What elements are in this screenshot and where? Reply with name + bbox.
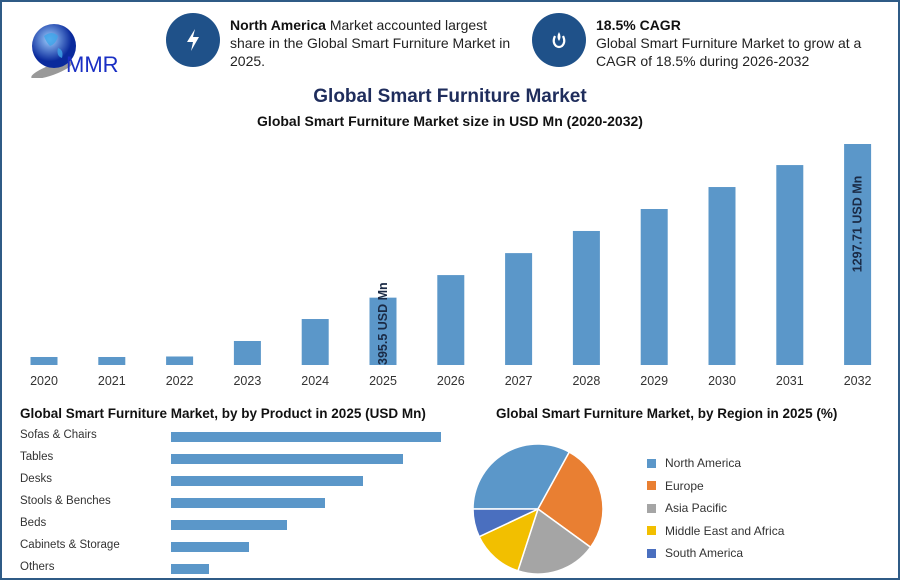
- legend-label: Europe: [665, 478, 704, 493]
- mmr-logo: MMR: [22, 18, 137, 79]
- x-tick-label: 2028: [572, 374, 600, 388]
- legend-swatch: [647, 458, 656, 468]
- pie-slice-asia-pacific: [516, 507, 592, 575]
- x-tick-label: 2025: [369, 374, 397, 388]
- product-label: Sofas & Chairs: [20, 429, 97, 441]
- data-label: 395.5 USD Mn: [376, 282, 390, 365]
- bar-2021: [98, 356, 126, 365]
- product-label: Tables: [20, 451, 54, 463]
- bar-2020: [30, 356, 58, 365]
- product-label: Stools & Benches: [20, 495, 111, 507]
- region-legend: North America Europe Asia Pacific Middle Ea…: [647, 452, 784, 565]
- product-bar: [171, 542, 250, 552]
- bar-2028: [572, 230, 600, 365]
- pie-slice-europe: [537, 451, 604, 549]
- x-tick-label: 2032: [844, 374, 872, 388]
- x-tick-label: 2026: [437, 374, 465, 388]
- bar-2026: [437, 275, 465, 365]
- region-chart-title: Global Smart Furniture Market, by Region…: [496, 406, 838, 421]
- logo-text: MMR: [66, 52, 119, 77]
- highlight-north-america: North America Market accounted largest s…: [230, 17, 511, 69]
- x-tick-label: 2027: [505, 374, 533, 388]
- chart-subtitle: Global Smart Furniture Market size in US…: [257, 113, 643, 129]
- product-label: Cabinets & Storage: [20, 539, 120, 551]
- bar-2027: [505, 253, 533, 365]
- region-pie-chart: [472, 443, 604, 575]
- legend-item: Asia Pacific: [647, 497, 784, 520]
- growth-icon: [552, 32, 566, 49]
- legend-item: South America: [647, 542, 784, 565]
- x-tick-label: 2024: [301, 374, 329, 388]
- x-tick-label: 2023: [233, 374, 261, 388]
- product-bar: [171, 564, 209, 574]
- highlight-icon-growth: [532, 13, 586, 67]
- product-label: Desks: [20, 473, 52, 485]
- market-size-bar-chart: 2020 2021 2022 2023 2024 2025 395.5 USD Mn 2026…: [30, 144, 872, 388]
- pie-slice-north-america: [472, 443, 571, 510]
- x-tick-label: 2020: [30, 374, 58, 388]
- data-label: 1297.71 USD Mn: [851, 176, 865, 273]
- bar-2029: [640, 209, 668, 365]
- bar-2024: [301, 319, 329, 365]
- product-bar: [171, 498, 325, 508]
- product-bar: [171, 520, 288, 530]
- pie-slice-south-america: [472, 508, 539, 538]
- bar-2031: [776, 165, 804, 365]
- product-bar-chart: Sofas & Chairs Tables Desks Stools & Benche…: [0, 426, 460, 580]
- x-tick-label: 2022: [166, 374, 194, 388]
- legend-item: North America: [647, 452, 784, 475]
- product-chart-title: Global Smart Furniture Market, by by Pro…: [20, 406, 426, 421]
- bar-2030: [708, 187, 736, 365]
- product-bar: [171, 454, 404, 464]
- legend-label: North America: [665, 456, 742, 471]
- legend-swatch: [647, 526, 656, 536]
- x-tick-label: 2030: [708, 374, 736, 388]
- x-tick-label: 2029: [640, 374, 668, 388]
- bar-2022: [166, 356, 194, 365]
- legend-label: Middle East and Africa: [665, 523, 785, 538]
- bar-2025: [369, 297, 397, 365]
- product-bar: [171, 476, 363, 486]
- x-tick-label: 2021: [98, 374, 126, 388]
- highlight-icon-lightning: [166, 13, 220, 67]
- legend-label: Asia Pacific: [665, 501, 728, 516]
- legend-item: Middle East and Africa: [647, 520, 784, 543]
- highlight-cagr: 18.5% CAGR Global Smart Furniture Market …: [596, 17, 862, 69]
- legend-item: Europe: [647, 475, 784, 498]
- product-label: Beds: [20, 517, 47, 529]
- legend-swatch: [647, 481, 656, 491]
- lightning-icon: [187, 29, 199, 51]
- legend-label: South America: [665, 546, 744, 561]
- x-tick-label: 2031: [776, 374, 804, 388]
- product-label: Others: [20, 561, 55, 573]
- legend-swatch: [647, 548, 656, 558]
- bar-2032: [844, 144, 872, 365]
- product-bar: [171, 432, 441, 442]
- bar-2023: [233, 340, 261, 365]
- legend-swatch: [647, 503, 656, 513]
- chart-title: Global Smart Furniture Market: [313, 86, 587, 107]
